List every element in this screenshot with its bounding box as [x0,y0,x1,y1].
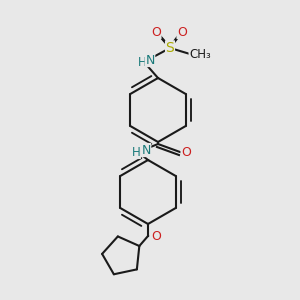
Text: O: O [177,26,187,38]
Text: CH₃: CH₃ [189,47,211,61]
Text: H: H [132,146,140,158]
Text: H: H [138,56,146,68]
Text: O: O [181,146,191,158]
Text: O: O [151,230,161,242]
Text: N: N [141,143,151,157]
Text: S: S [166,41,174,55]
Text: N: N [145,53,155,67]
Text: O: O [151,26,161,38]
